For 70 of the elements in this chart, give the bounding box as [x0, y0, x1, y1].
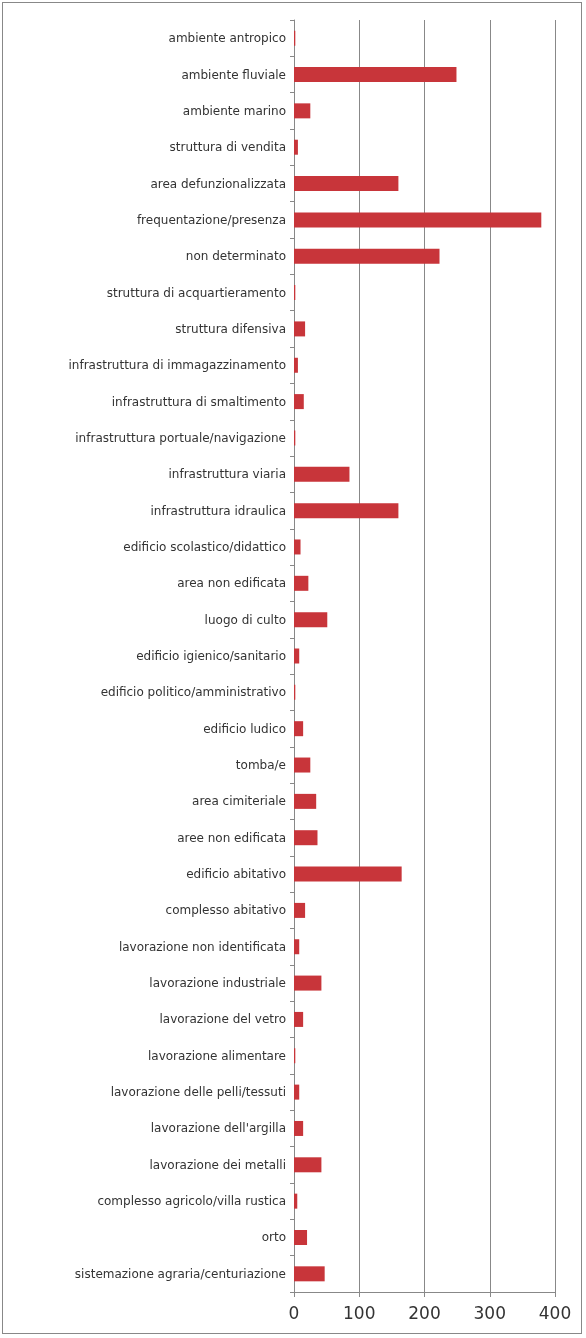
- bar: [294, 1011, 304, 1027]
- y-tick-label: infrastruttura portuale/navigazione: [75, 430, 286, 445]
- y-tick-label: ambiente fluviale: [181, 67, 286, 82]
- bar: [294, 539, 301, 555]
- y-tick-label: edificio politico/amministrativo: [100, 685, 286, 700]
- bar: [294, 902, 306, 918]
- y-tick-label: ambiente antropico: [168, 31, 286, 46]
- y-tick-label: edificio abitativo: [186, 867, 286, 882]
- y-tick-label: ambiente marino: [182, 103, 286, 118]
- bar: [294, 757, 311, 773]
- bar: [294, 139, 298, 155]
- bar: [294, 503, 399, 519]
- y-tick-label: complesso agricolo/villa rustica: [97, 1194, 286, 1209]
- bar: [294, 721, 304, 737]
- bar: [294, 1266, 325, 1282]
- x-tick-label: 100: [343, 1302, 376, 1323]
- bar: [294, 975, 322, 991]
- bar: [294, 648, 300, 664]
- y-tick-label: lavorazione dei metalli: [149, 1157, 286, 1172]
- y-tick-label: orto: [261, 1230, 286, 1245]
- y-tick-label: luogo di culto: [204, 612, 286, 627]
- x-tick-label: 400: [538, 1302, 572, 1323]
- bar: [294, 67, 457, 83]
- bar: [294, 466, 350, 482]
- y-tick-label: infrastruttura di immagazzinamento: [68, 358, 286, 373]
- y-tick-label: frequentazione/presenza: [136, 212, 286, 227]
- y-tick-label: struttura difensiva: [175, 321, 286, 336]
- bar: [294, 321, 306, 337]
- bar: [294, 793, 317, 809]
- y-tick-label: area non edificata: [177, 576, 286, 591]
- bar: [294, 1084, 300, 1100]
- bar: [294, 248, 440, 264]
- y-tick-label: infrastruttura viaria: [168, 467, 286, 482]
- x-tick-label: 300: [473, 1302, 506, 1323]
- bar: [294, 176, 399, 192]
- y-tick-label: lavorazione industriale: [149, 976, 286, 991]
- y-tick-label: non determinato: [185, 249, 286, 264]
- y-tick-label: infrastruttura di smaltimento: [111, 394, 286, 409]
- bar: [294, 394, 304, 410]
- y-tick-label: edificio ludico: [203, 721, 286, 736]
- y-tick-label: area cimiteriale: [192, 794, 286, 809]
- bar: [294, 357, 298, 373]
- y-tick-label: aree non edificata: [177, 830, 286, 845]
- bar: [294, 612, 328, 628]
- bar: [294, 575, 309, 591]
- bar: [294, 830, 318, 846]
- y-tick-label: lavorazione del vetro: [159, 1012, 286, 1027]
- bar: [294, 1193, 298, 1209]
- y-tick-label: area defunzionalizzata: [150, 176, 286, 191]
- y-tick-label: edificio scolastico/didattico: [123, 539, 286, 554]
- bar: [294, 866, 402, 882]
- bar: [294, 103, 311, 119]
- bar: [294, 1120, 304, 1136]
- y-tick-label: struttura di vendita: [169, 140, 286, 155]
- y-tick-label: lavorazione delle pelli/tessuti: [110, 1085, 286, 1100]
- y-tick-label: lavorazione dell'argilla: [150, 1121, 286, 1136]
- y-tick-label: edificio igienico/sanitario: [136, 649, 286, 663]
- x-tick-label: 0: [288, 1302, 300, 1323]
- y-tick-label: complesso abitativo: [165, 903, 286, 918]
- y-tick-label: tomba/e: [235, 758, 286, 773]
- y-tick-label: struttura di acquartieramento: [106, 285, 286, 300]
- bar: [294, 1229, 308, 1245]
- bar: [294, 212, 542, 228]
- y-tick-label: infrastruttura idraulica: [150, 503, 286, 518]
- y-tick-label: sistemazione agraria/centuriazione: [74, 1266, 286, 1281]
- x-tick-label: 200: [408, 1302, 441, 1323]
- bar: [294, 939, 300, 955]
- bar: [294, 1157, 322, 1173]
- y-tick-label: lavorazione non identificata: [118, 939, 286, 954]
- y-tick-label: lavorazione alimentare: [147, 1048, 286, 1063]
